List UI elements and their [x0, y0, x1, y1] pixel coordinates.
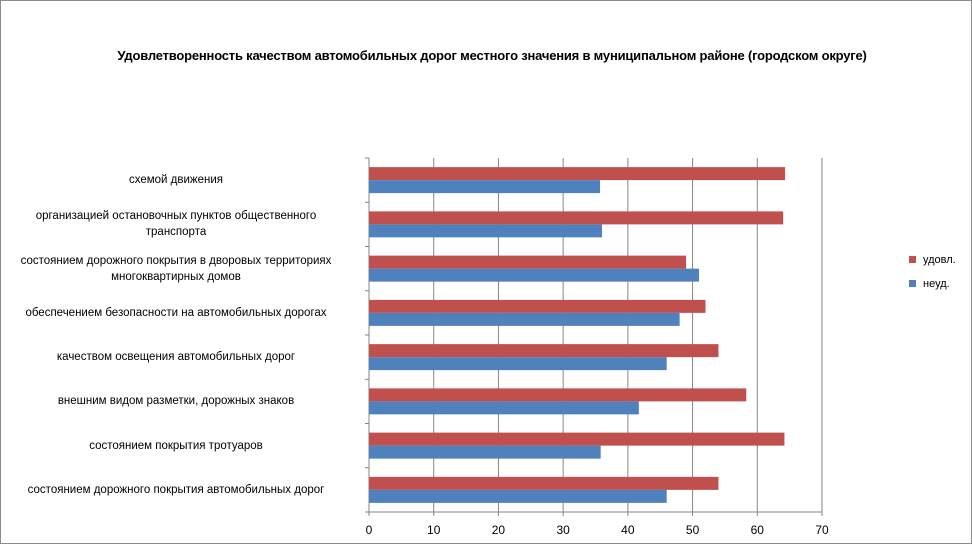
category-label-1: организацией остановочных пунктов общест…: [0, 208, 356, 240]
bar-udovl-6: [369, 432, 785, 446]
bar-neud-7: [369, 489, 667, 503]
bar-neud-6: [369, 445, 601, 459]
x-tick-label-40: 40: [621, 523, 635, 537]
category-label-2: состоянием дорожного покрытия в дворовых…: [0, 253, 356, 285]
bar-udovl-1: [369, 211, 784, 225]
bar-neud-2: [369, 268, 700, 282]
bar-neud-4: [369, 357, 667, 371]
category-label-6: состоянием покрытия тротуаров: [0, 438, 356, 454]
category-label-0: схемой движения: [0, 172, 356, 188]
x-tick-label-0: 0: [366, 523, 373, 537]
category-label-line: внешним видом разметки, дорожных знаков: [57, 395, 295, 408]
bar-udovl-5: [369, 388, 747, 402]
chart-title: Удовлетворенность качеством автомобильны…: [117, 48, 867, 63]
bar-udovl-2: [369, 255, 687, 269]
bar-neud-5: [369, 401, 639, 415]
bar-udovl-3: [369, 299, 706, 313]
category-label-7: состоянием дорожного покрытия автомобиль…: [0, 482, 356, 498]
category-label-line: схемой движения: [128, 174, 224, 187]
category-label-line: состоянием покрытия тротуаров: [89, 439, 263, 452]
x-tick-label-50: 50: [686, 523, 700, 537]
bar-neud-3: [369, 312, 680, 326]
x-tick-label-10: 10: [427, 523, 441, 537]
legend-swatch-neud: [909, 279, 916, 287]
x-tick-label-60: 60: [751, 523, 765, 537]
category-label-line: обеспечением безопасности на автомобильн…: [25, 306, 327, 319]
category-label-line: транспорта: [145, 226, 207, 239]
category-label-line: состоянием дорожного покрытия в дворовых…: [20, 254, 332, 267]
legend-swatch-udovl: [909, 255, 916, 263]
bar-udovl-7: [369, 476, 719, 490]
category-label-4: качеством освещения автомобильных дорог: [0, 349, 356, 365]
category-label-5: внешним видом разметки, дорожных знаков: [0, 393, 356, 409]
bar-udovl-0: [369, 167, 786, 181]
legend-item-neud: неуд.: [909, 278, 950, 290]
x-tick-label-30: 30: [556, 523, 570, 537]
bar-neud-0: [369, 180, 601, 194]
category-label-line: многоквартирных домов: [111, 270, 241, 283]
x-tick-label-70: 70: [815, 523, 829, 537]
legend-label-neud: неуд.: [923, 278, 950, 290]
legend-label-udovl: удовл.: [923, 254, 956, 266]
bar-udovl-4: [369, 344, 719, 358]
category-label-line: состоянием дорожного покрытия автомобиль…: [27, 483, 325, 496]
category-label-3: обеспечением безопасности на автомобильн…: [0, 305, 356, 321]
x-tick-label-20: 20: [492, 523, 506, 537]
legend-item-udovl: удовл.: [909, 254, 956, 266]
category-label-line: качеством освещения автомобильных дорог: [56, 351, 296, 364]
bar-neud-1: [369, 224, 602, 238]
category-label-line: организацией остановочных пунктов общест…: [35, 210, 317, 223]
